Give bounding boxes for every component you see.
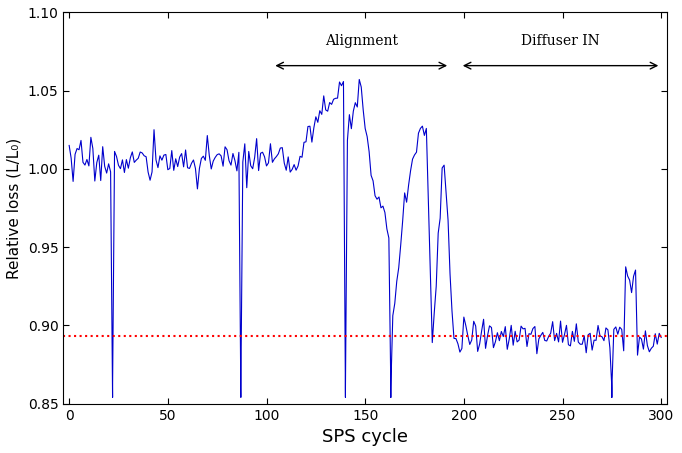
Text: Alignment: Alignment — [325, 34, 398, 48]
Y-axis label: Relative loss (L/L₀): Relative loss (L/L₀) — [7, 137, 22, 279]
Text: Diffuser IN: Diffuser IN — [521, 34, 600, 48]
X-axis label: SPS cycle: SPS cycle — [322, 428, 408, 446]
